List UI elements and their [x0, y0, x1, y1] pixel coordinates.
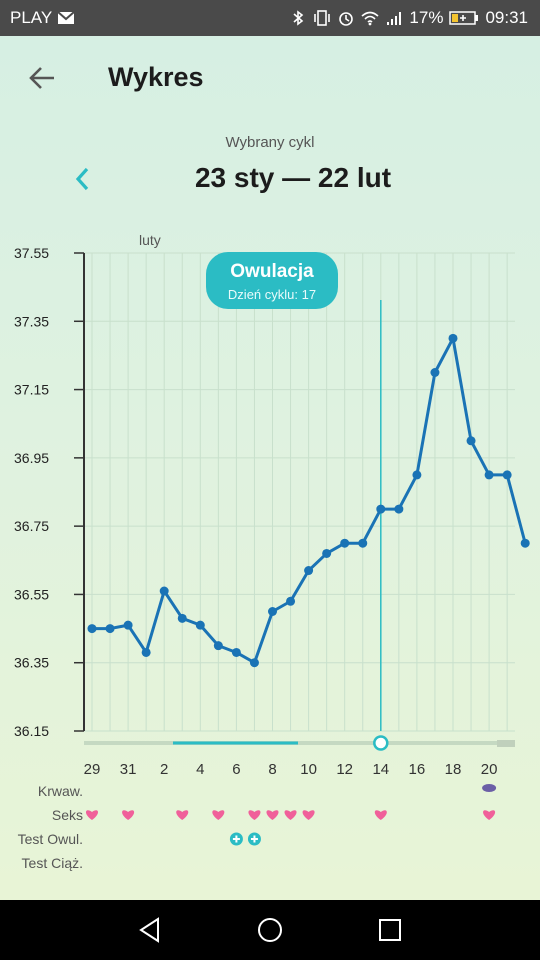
x-tick-label: 16	[409, 761, 426, 778]
x-tick-label: 31	[120, 761, 137, 778]
app-screen	[0, 36, 540, 900]
row-label: Test Owul.	[18, 831, 83, 847]
heart-icon	[374, 810, 387, 820]
x-tick-label: 4	[196, 761, 204, 778]
alarm-icon	[339, 12, 354, 26]
y-tick-label: 36.35	[14, 655, 49, 671]
carrier-label: PLAY	[10, 8, 53, 27]
signal-icon	[387, 12, 402, 25]
heart-icon	[248, 810, 261, 820]
heart-icon	[302, 810, 315, 820]
scrubber-end	[497, 740, 515, 747]
ovulation-label: Owulacja	[230, 261, 314, 282]
temperature-point[interactable]	[304, 566, 314, 576]
temperature-point[interactable]	[87, 624, 97, 634]
y-tick-label: 37.35	[14, 313, 49, 329]
temperature-chart: 37.55 37.35 37.15 36.95 36.75 36.55 36.35 36.15…	[14, 232, 530, 871]
temperature-point[interactable]	[213, 641, 223, 651]
battery-percent: 17%	[409, 8, 444, 27]
wifi-icon	[361, 11, 379, 26]
temperature-point[interactable]	[502, 470, 512, 480]
y-tick-label: 37.15	[14, 382, 49, 398]
android-nav-bar	[0, 900, 540, 960]
plus-mark	[232, 835, 240, 843]
temperature-point[interactable]	[340, 538, 350, 548]
temperature-point[interactable]	[376, 504, 386, 514]
temperature-point[interactable]	[141, 647, 151, 657]
clock: 09:31	[485, 8, 528, 27]
month-label: luty	[139, 232, 161, 248]
status-bar: PLAY 17% 09:31	[0, 0, 540, 36]
temperature-point[interactable]	[412, 470, 422, 480]
scrubber-handle[interactable]	[373, 735, 389, 751]
temperature-point[interactable]	[231, 647, 241, 657]
heart-icon	[212, 810, 225, 820]
heart-icon	[85, 810, 99, 820]
y-tick-label: 37.55	[14, 245, 49, 261]
chevron-left-icon[interactable]	[70, 164, 96, 194]
recents-square-icon[interactable]	[376, 916, 404, 944]
cycle-range: 23 sty — 22 lut	[194, 162, 392, 193]
x-tick-label: 18	[445, 761, 462, 778]
plus-mark	[250, 835, 258, 843]
temperature-point[interactable]	[268, 607, 277, 616]
temperature-point[interactable]	[520, 538, 530, 548]
battery-charging-icon	[449, 11, 479, 25]
y-tick-label: 36.95	[14, 450, 49, 466]
bluetooth-icon	[293, 10, 304, 26]
vibrate-icon	[314, 10, 331, 26]
arrow-left-icon[interactable]	[26, 62, 58, 94]
x-tick-label: 2	[160, 761, 168, 778]
home-circle-icon[interactable]	[256, 916, 284, 944]
temperature-point[interactable]	[249, 658, 259, 668]
temperature-point[interactable]	[430, 368, 440, 377]
ovulation-bubble	[206, 252, 338, 309]
ovulation-day-label: Dzień cyklu: 17	[228, 287, 316, 302]
row-label: Test Ciąż.	[22, 855, 83, 871]
row-label: Krwaw.	[38, 783, 83, 799]
temperature-point[interactable]	[484, 470, 494, 480]
y-tick-label: 36.75	[14, 518, 49, 534]
temperature-point[interactable]	[394, 504, 404, 514]
heart-icon	[176, 810, 189, 820]
page-title: Wykres	[108, 62, 204, 92]
x-tick-label: 20	[481, 761, 498, 778]
back-triangle-icon[interactable]	[136, 916, 164, 944]
temperature-point[interactable]	[286, 596, 296, 606]
temperature-point[interactable]	[105, 624, 115, 634]
cycle-caption: Wybrany cykl	[0, 134, 540, 151]
x-tick-label: 6	[232, 761, 240, 778]
temperature-point[interactable]	[159, 586, 169, 596]
temperature-point[interactable]	[448, 333, 458, 343]
y-tick-label: 36.15	[14, 723, 49, 739]
temperature-point[interactable]	[466, 436, 476, 446]
temperature-point[interactable]	[177, 613, 187, 623]
x-tick-label: 8	[268, 761, 276, 778]
temperature-point[interactable]	[358, 538, 368, 548]
y-tick-label: 36.55	[14, 586, 49, 602]
temperature-point[interactable]	[195, 620, 205, 630]
x-tick-label: 12	[336, 761, 353, 778]
heart-icon	[483, 810, 496, 820]
temperature-point[interactable]	[123, 620, 133, 630]
row-label: Seks	[52, 807, 83, 823]
heart-icon	[266, 810, 279, 820]
heart-icon	[284, 810, 297, 820]
x-tick-label: 14	[372, 761, 389, 778]
x-tick-label: 10	[300, 761, 317, 778]
cycle-caption-text: Wybrany cykl	[225, 134, 315, 151]
temperature-point[interactable]	[322, 548, 332, 558]
mail-icon	[57, 11, 75, 24]
heart-icon	[122, 810, 135, 820]
drop-purple-icon	[482, 784, 497, 792]
x-tick-label: 29	[84, 761, 101, 778]
